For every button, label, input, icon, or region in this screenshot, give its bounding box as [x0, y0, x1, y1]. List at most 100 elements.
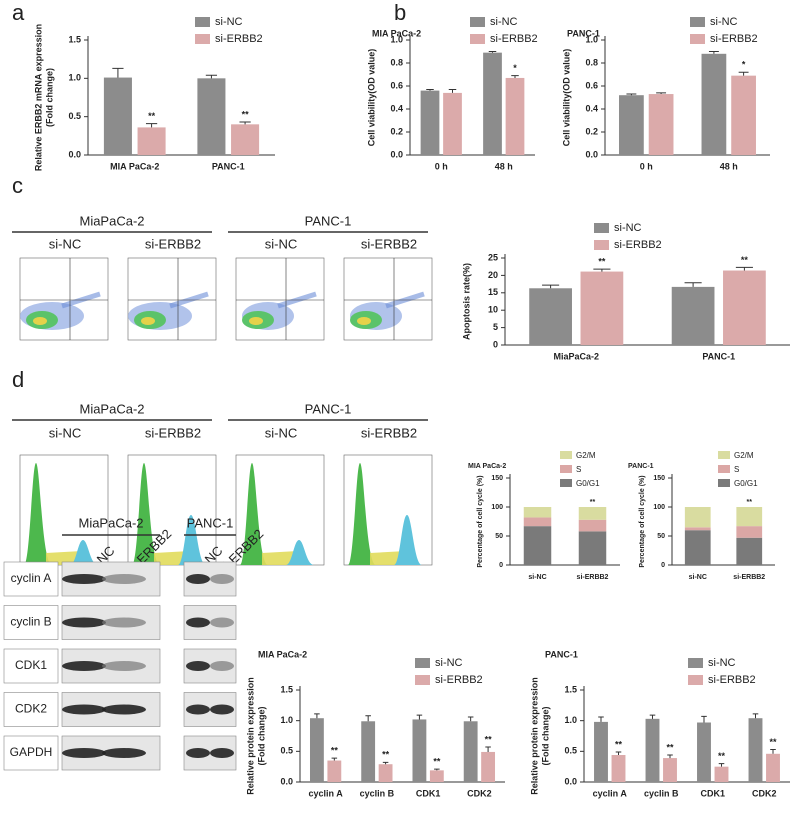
bar-segment [578, 531, 607, 565]
y-tick-label: 0.0 [68, 149, 81, 159]
legend-label: si-NC [710, 16, 738, 28]
bar-segment [684, 507, 711, 528]
x-tick-label: 48 h [495, 161, 513, 171]
flow-scatter-cloud [33, 317, 47, 325]
error-bar [656, 92, 667, 95]
sample-label: si-ERBB2 [145, 425, 201, 440]
bar [420, 90, 440, 155]
sample-label: si-NC [49, 425, 82, 440]
y-axis-label: Relative protein expression [245, 677, 255, 795]
legend-label: S [734, 465, 739, 474]
y-tick-label: 1.0 [390, 34, 403, 44]
legend-label: G0/G1 [734, 479, 758, 488]
bar [361, 721, 376, 782]
y-tick-label: 25 [488, 252, 498, 262]
legend-swatch [718, 451, 730, 459]
y-axis-label: Cell viability(OD value) [366, 49, 376, 147]
bar [663, 758, 677, 782]
y-tick-label: 50 [495, 533, 503, 540]
chart-title: PANC-1 [567, 28, 600, 38]
legend-label: si-NC [614, 222, 642, 234]
blot-band [62, 574, 106, 584]
sample-label: si-NC [49, 236, 82, 251]
y-tick-label: 1.0 [280, 715, 293, 725]
significance-label: ** [331, 745, 339, 755]
legend-label: si-ERBB2 [708, 674, 756, 686]
y-tick-label: 0 [661, 562, 665, 569]
bar [197, 78, 226, 155]
bar [671, 286, 715, 345]
group-label: MiaPaCa-2 [78, 515, 143, 530]
bar [483, 52, 502, 155]
bar [443, 92, 462, 155]
y-tick-label: 10 [488, 305, 498, 315]
x-tick-label: MIA PaCa-2 [110, 161, 159, 171]
bar-segment [578, 507, 607, 520]
error-bar [615, 751, 622, 756]
legend-swatch [415, 658, 430, 668]
bar [103, 77, 132, 155]
error-bar [626, 93, 637, 96]
legend-swatch [688, 675, 703, 685]
y-tick-label: 20 [488, 270, 498, 280]
legend-swatch [195, 17, 210, 27]
g1-peak [132, 463, 160, 565]
legend-swatch [594, 223, 609, 233]
x-tick-label: 0 h [435, 161, 448, 171]
x-tick-label: cyclin A [309, 788, 344, 798]
flow-scatter-cloud [141, 317, 155, 325]
legend-label: si-NC [490, 16, 518, 28]
error-bar [331, 757, 338, 761]
sample-label: si-NC [265, 425, 298, 440]
error-bar [701, 715, 707, 723]
y-tick-label: 0.4 [585, 103, 598, 113]
legend-swatch [718, 479, 730, 487]
chart-title: PANC-1 [545, 649, 578, 659]
y-tick-label: 1.5 [68, 34, 81, 44]
significance-label: * [513, 63, 517, 73]
x-tick-label: cyclin A [593, 788, 628, 798]
legend-swatch [470, 34, 485, 44]
chart-title: MIA PaCa-2 [372, 28, 421, 38]
significance-label: ** [615, 739, 623, 749]
y-tick-label: 1.0 [585, 34, 598, 44]
error-bar [598, 716, 604, 722]
bar [378, 764, 393, 782]
panel-label: d [12, 367, 24, 392]
significance-label: ** [242, 109, 250, 119]
blot-band [102, 748, 146, 758]
x-tick-label: 0 h [640, 161, 653, 171]
y-axis-label: (Fold change) [256, 707, 266, 766]
legend-label: G2/M [576, 451, 596, 460]
significance-label: ** [598, 257, 606, 267]
error-bar [382, 761, 389, 765]
y-tick-label: 0.6 [390, 80, 403, 90]
blot-band [186, 574, 210, 584]
bar [594, 721, 608, 782]
protein-label-box [3, 692, 59, 727]
y-tick-label: 0.2 [390, 126, 403, 136]
bar [648, 94, 674, 155]
y-axis-label: Percentage of cell cycle (%) [477, 475, 484, 567]
legend-label: si-ERBB2 [435, 674, 483, 686]
y-tick-label: 5 [493, 322, 498, 332]
error-bar [735, 266, 753, 271]
s-phase [46, 551, 82, 565]
x-tick-label: cyclin B [644, 788, 679, 798]
legend-label: si-NC [215, 16, 243, 28]
x-tick-label: MiaPaCa-2 [553, 351, 599, 361]
blot-band [102, 704, 146, 715]
error-bar [426, 88, 434, 91]
blot-band [62, 617, 106, 628]
bar [748, 718, 763, 782]
bar-segment [684, 530, 711, 565]
blot-band [102, 617, 146, 628]
y-axis-label: Relative ERBB2 mRNA expression [33, 24, 43, 171]
blot-band [102, 574, 146, 584]
bar-segment [736, 507, 763, 527]
group-label: PANC-1 [305, 213, 352, 228]
y-tick-label: 0.5 [280, 746, 293, 756]
error-bar [239, 121, 251, 125]
y-tick-label: 1.5 [280, 684, 293, 694]
